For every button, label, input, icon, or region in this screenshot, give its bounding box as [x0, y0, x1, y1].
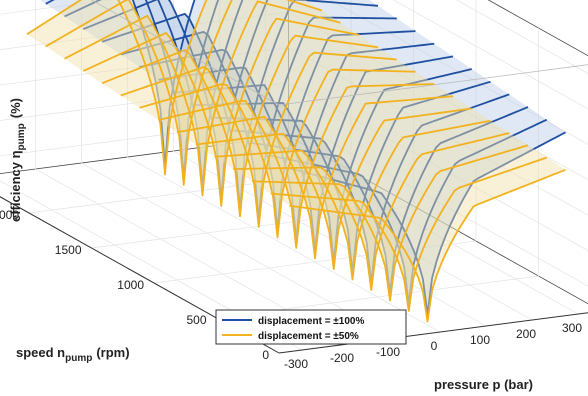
x-tick-label: -300: [284, 357, 308, 371]
y-grid-line: [91, 0, 414, 249]
x-grid-line: [0, 180, 303, 351]
surface-patch: [102, 35, 397, 227]
z-grid-line: [0, 47, 588, 216]
x-tick-label: 0: [431, 339, 438, 353]
y-axis-title: speed npump (rpm): [16, 345, 130, 364]
y-tick-label: 500: [186, 313, 206, 327]
z-axis-title: efficiency ηpump(%): [8, 98, 27, 222]
x-tick-label: 300: [562, 321, 582, 335]
speed-line-1900rpm: [64, 0, 341, 197]
speed-line-100rpm: [289, 168, 566, 323]
speed-line-400rpm: [251, 144, 529, 302]
surface-patch: [195, 108, 491, 280]
speed-line-700rpm: [214, 119, 491, 281]
legend: displacement = ±100% displacement = ±50%: [215, 309, 407, 345]
speed-line-1000rpm: [176, 95, 454, 260]
x-tick-label: 100: [470, 333, 490, 347]
z-grid-line: [0, 117, 588, 287]
surface-patch: [233, 133, 528, 301]
legend-box: [215, 309, 407, 345]
y-tick-label: 1500: [55, 243, 82, 257]
surface-patch: [64, 0, 268, 199]
surface-patch: [233, 94, 528, 294]
speed-line-250rpm: [270, 118, 548, 305]
surface-lines: [26, 0, 566, 323]
tick-labels: 304050607080900500100015002000-300-200-1…: [0, 208, 582, 371]
z-grid-line: [392, 0, 588, 110]
y-tick-label: 2000: [0, 208, 19, 222]
x-tick-label: -200: [330, 351, 354, 365]
speed-line-1300rpm: [139, 68, 416, 239]
z-grid-line: [0, 82, 588, 251]
speed-line-2200rpm: [26, 0, 208, 176]
speed-line-1150rpm: [158, 83, 435, 249]
box-edge-top-front: [278, 64, 588, 106]
legend-label-displacement-100: displacement = ±100%: [258, 316, 364, 327]
y-grid-line: [153, 0, 477, 284]
speed-line-1600rpm: [101, 34, 379, 218]
x-grid-line: [219, 0, 533, 321]
speed-line-1450rpm: [120, 51, 397, 228]
y-tick-label: 0: [262, 348, 269, 362]
surface-patch: [64, 1, 360, 206]
surface-series-displacement-50: [26, 0, 566, 323]
box-edge-top-left: [90, 0, 280, 106]
surface-patch: [214, 120, 510, 290]
speed-line-250rpm: [270, 156, 548, 312]
x-tick-label: 200: [516, 327, 536, 341]
surface-patch: [83, 0, 378, 210]
x-axis-line: [278, 312, 588, 354]
y-tick-label: 1000: [117, 278, 144, 292]
surface-patch: [83, 18, 378, 217]
y-grid-line: [216, 28, 539, 319]
speed-line-850rpm: [195, 107, 472, 270]
x-grid-line: [265, 0, 579, 315]
x-grid-line: [81, 0, 395, 339]
surface-patch: [195, 69, 491, 273]
x-axis-title: pressure p (bar): [434, 377, 533, 392]
speed-line-100rpm: [289, 131, 566, 316]
x-grid-line: [173, 0, 487, 327]
speed-line-550rpm: [233, 132, 510, 291]
surface-patch: [252, 107, 547, 304]
surface-patch: [27, 0, 322, 185]
x-tick-label: -100: [376, 345, 400, 359]
speed-line-1750rpm: [82, 17, 360, 207]
x-grid-line: [35, 0, 349, 345]
x-grid-line: [127, 0, 441, 333]
legend-label-displacement-50: displacement = ±50%: [258, 331, 359, 342]
z-grid-line: [456, 0, 588, 74]
surface-patch: [270, 119, 566, 315]
speed-line-2050rpm: [45, 0, 323, 186]
